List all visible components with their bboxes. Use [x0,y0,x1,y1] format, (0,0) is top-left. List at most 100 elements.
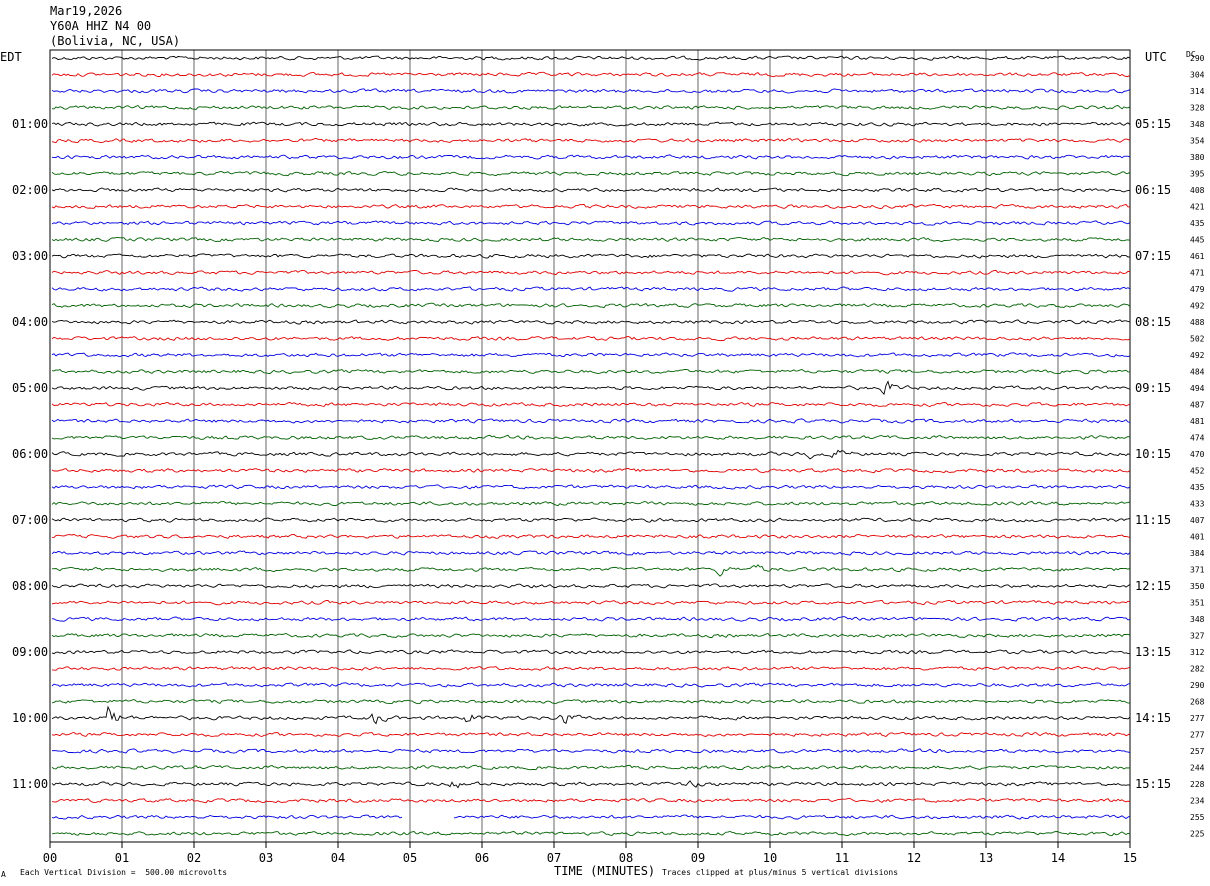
trace-47 [51,831,1131,837]
dc-offset-label: 408 [1190,186,1205,195]
trace-37 [51,665,1131,671]
trace-27 [51,501,1131,507]
trace-22 [51,418,1131,424]
location-label: (Bolivia, NC, USA) [50,34,181,48]
x-tick-label: 15 [1123,851,1137,865]
dc-offset-label: 461 [1190,252,1205,261]
x-tick-label: 05 [403,851,417,865]
trace-8 [51,187,1131,193]
x-tick-label: 02 [187,851,201,865]
dc-offset-label: 348 [1190,120,1205,129]
trace-15 [51,302,1131,309]
right-hour-label: 07:15 [1135,249,1171,263]
dc-offset-label: 327 [1190,632,1205,641]
trace-43 [51,764,1131,771]
trace-1 [51,71,1131,78]
left-hour-label: 11:00 [12,777,48,791]
dc-offset-label: 268 [1190,698,1205,707]
trace-21 [51,402,1131,408]
dc-offset-label: 328 [1190,104,1205,113]
dc-offset-label: 282 [1190,665,1205,674]
x-tick-label: 12 [907,851,921,865]
right-hour-label: 13:15 [1135,645,1171,659]
right-hour-label: 11:15 [1135,513,1171,527]
dc-offset-label: 277 [1190,714,1205,723]
dc-offset-label: 348 [1190,615,1205,624]
x-tick-label: 09 [691,851,705,865]
right-hour-label: 06:15 [1135,183,1171,197]
dc-offset-label: 488 [1190,318,1205,327]
dc-offset-label: 474 [1190,434,1205,443]
trace-0 [51,55,1131,61]
x-tick-label: 03 [259,851,273,865]
dc-offset-label: 435 [1190,483,1205,492]
dc-offset-label: 479 [1190,285,1205,294]
dc-offset-label: 401 [1190,533,1205,542]
trace-34 [51,616,1131,622]
dc-offset-label: 371 [1190,566,1205,575]
dc-offset-label: 225 [1190,830,1205,839]
dc-offset-label: 350 [1190,582,1205,591]
dc-offset-label: 484 [1190,368,1205,377]
trace-12 [51,253,1131,259]
dc-offset-label: 290 [1190,681,1205,690]
dc-offset-label: 234 [1190,797,1205,806]
left-hour-label: 06:00 [12,447,48,461]
trace-11 [51,236,1131,243]
right-hour-label: 10:15 [1135,447,1171,461]
left-hour-label: 02:00 [12,183,48,197]
dc-offset-label: 380 [1190,153,1205,162]
trace-28 [51,517,1131,523]
clip-note: Traces clipped at plus/minus 5 vertical … [662,868,899,877]
dc-offset-label: 395 [1190,170,1205,179]
x-tick-label: 08 [619,851,633,865]
trace-4 [51,121,1131,127]
dc-offset-label: 421 [1190,203,1205,212]
trace-16 [51,319,1131,325]
x-tick-label: 00 [43,851,57,865]
trace-26 [51,484,1131,490]
trace-17 [51,336,1131,342]
right-hour-label: 08:15 [1135,315,1171,329]
dc-offset-label: 314 [1190,87,1205,96]
x-tick-label: 06 [475,851,489,865]
trace-23 [51,434,1131,440]
trace-36 [51,649,1131,655]
dc-offset-label: 494 [1190,384,1205,393]
x-tick-label: 11 [835,851,849,865]
dc-column-label: DC [1186,50,1196,59]
trace-40 [51,705,1131,725]
dc-offset-label: 433 [1190,500,1205,509]
left-hour-label: 09:00 [12,645,48,659]
station-label: Y60A HHZ N4 00 [50,19,152,33]
dc-offset-label: 407 [1190,516,1205,525]
trace-13 [51,269,1131,276]
x-tick-label: 07 [547,851,561,865]
left-hour-label: 01:00 [12,117,48,131]
dc-offset-label: 228 [1190,780,1205,789]
x-tick-label: 13 [979,851,993,865]
trace-46 [51,814,1131,820]
trace-19 [51,368,1131,375]
dc-offset-label: 487 [1190,401,1205,410]
corner-mark: A [1,870,6,879]
dc-offset-label: 244 [1190,764,1205,773]
dc-offset-label: 481 [1190,417,1205,426]
right-timezone-label: UTC [1145,50,1167,64]
trace-31 [51,564,1131,577]
dc-offset-label: 492 [1190,302,1205,311]
trace-6 [51,154,1131,160]
right-hour-label: 09:15 [1135,381,1171,395]
dc-offset-label: 354 [1190,137,1205,146]
trace-7 [51,170,1131,177]
trace-18 [51,352,1131,358]
left-hour-label: 08:00 [12,579,48,593]
right-hour-label: 14:15 [1135,711,1171,725]
trace-45 [51,797,1131,804]
dc-offset-label: 452 [1190,467,1205,476]
x-tick-label: 04 [331,851,345,865]
plot-frame [49,49,1131,843]
left-hour-label: 07:00 [12,513,48,527]
scale-note: Each Vertical Division = 500.00 microvol… [20,868,228,877]
